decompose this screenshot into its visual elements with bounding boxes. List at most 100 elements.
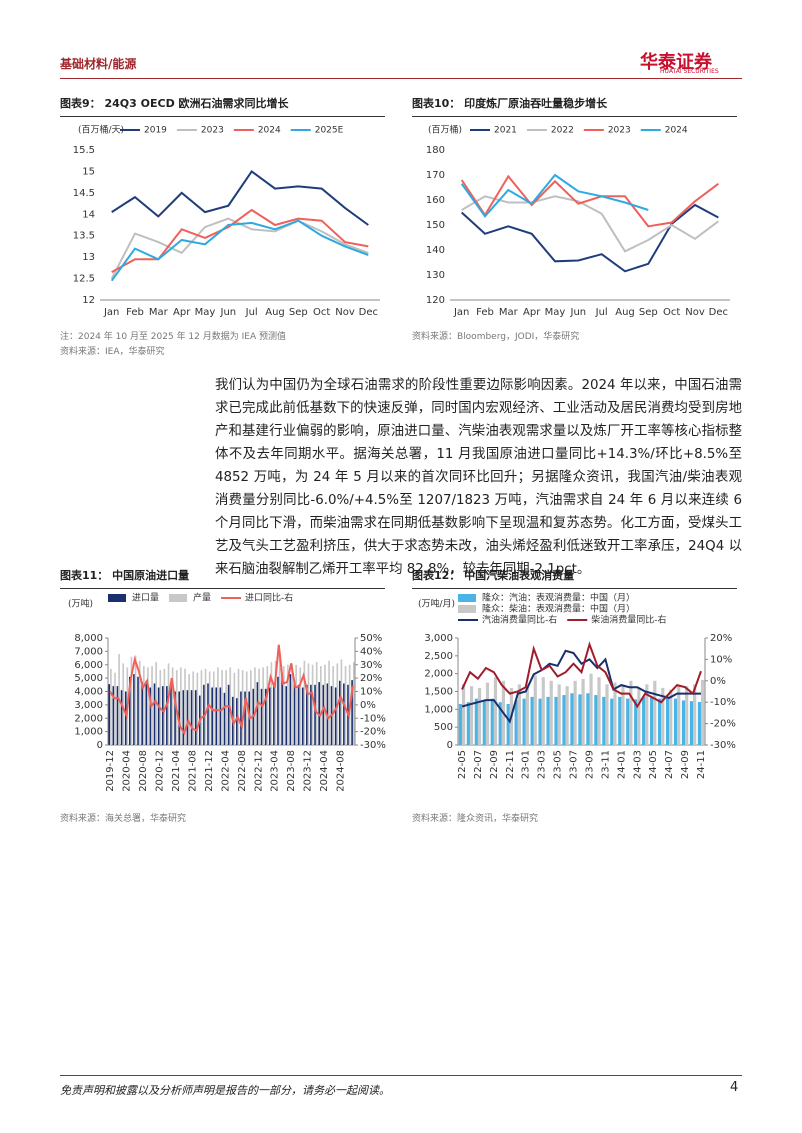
- legend-swatch: [108, 594, 126, 602]
- x-tick-label: 23-11: [600, 750, 611, 779]
- legend-label: 2019: [144, 126, 167, 136]
- bar: [130, 656, 133, 745]
- y-unit: (万吨): [68, 598, 93, 610]
- bar: [219, 687, 222, 745]
- y-tick-label: 13: [82, 252, 95, 263]
- y2-tick-label: -20%: [360, 727, 386, 738]
- x-tick-label: 24-09: [680, 750, 691, 779]
- bar: [194, 690, 197, 745]
- bar: [212, 671, 215, 745]
- bar: [589, 673, 593, 745]
- bar: [311, 664, 314, 745]
- bar: [182, 690, 185, 745]
- x-tick-label: May: [545, 307, 566, 318]
- x-tick-label: Feb: [476, 307, 494, 318]
- x-tick-label: 22-09: [489, 750, 500, 779]
- bar: [204, 668, 207, 745]
- bar: [618, 696, 622, 745]
- legend-label: 2023: [608, 126, 631, 136]
- bar: [554, 696, 558, 745]
- fig-name: 中国汽柴油表观消费量: [464, 569, 575, 582]
- bar: [562, 695, 566, 745]
- bar: [324, 664, 326, 745]
- note: 资料来源：隆众资讯，华泰研究: [412, 814, 539, 824]
- x-tick-label: 2021-08: [187, 750, 198, 792]
- y-unit: (百万桶/天): [78, 124, 124, 136]
- bar: [458, 703, 462, 745]
- bar: [602, 696, 606, 745]
- x-tick-label: Aug: [615, 307, 635, 318]
- x-tick-label: Feb: [126, 307, 144, 318]
- bar: [314, 684, 316, 745]
- line: [111, 169, 369, 226]
- x-tick-label: 24-01: [616, 750, 627, 779]
- bar: [167, 663, 170, 745]
- line: [111, 208, 369, 273]
- line: [461, 195, 719, 253]
- bar: [170, 682, 172, 745]
- bar: [338, 680, 341, 745]
- x-tick-label: Jun: [570, 307, 587, 318]
- x-tick-label: Jan: [453, 307, 469, 318]
- bar: [328, 660, 330, 745]
- bar: [530, 696, 534, 745]
- bar: [525, 684, 529, 745]
- y-tick-label: 12.5: [73, 274, 95, 285]
- bar: [250, 670, 252, 745]
- bar: [245, 671, 248, 745]
- y-tick-label: 14: [82, 209, 95, 220]
- bar: [281, 674, 283, 745]
- bar: [352, 662, 355, 745]
- y-tick-label: 3,000: [424, 633, 453, 644]
- x-tick-label: 2022-12: [253, 750, 264, 792]
- bar: [315, 662, 318, 745]
- bar: [343, 683, 345, 745]
- bar: [137, 676, 139, 745]
- bar: [573, 680, 577, 745]
- bar: [642, 696, 646, 745]
- disclaimer: 免责声明和披露以及分析师声明是报告的一部分，请务必一起阅读。: [60, 1084, 390, 1097]
- x-tick-label: Sep: [289, 307, 308, 318]
- bar: [482, 700, 486, 745]
- bar: [149, 687, 152, 745]
- bar: [108, 684, 111, 745]
- fig-label: 图表12：: [412, 569, 461, 582]
- notes: 资料来源：Bloomberg，JODI，华泰研究: [412, 330, 742, 345]
- bar: [289, 674, 292, 745]
- bar: [653, 680, 657, 745]
- bar: [474, 698, 478, 745]
- paragraph: 我们认为中国仍为全球石油需求的阶段性重要边际影响因素。2024 年以来，中国石油…: [215, 378, 742, 577]
- y2-tick-label: 20%: [360, 673, 382, 684]
- x-tick-label: 22-05: [457, 750, 468, 779]
- bar: [605, 684, 609, 745]
- bar: [174, 691, 176, 745]
- line: [461, 641, 702, 709]
- bar: [514, 700, 518, 745]
- note: 资料来源：海关总署，华泰研究: [60, 814, 187, 824]
- logo-en: HUATAI SECURITIES: [660, 68, 719, 75]
- x-tick-label: 2021-12: [204, 750, 215, 792]
- x-tick-label: 2020-08: [138, 750, 149, 792]
- bar: [297, 684, 300, 745]
- bar: [485, 682, 490, 745]
- y-tick-label: 5,000: [74, 673, 103, 684]
- bar: [215, 687, 218, 745]
- x-tick-label: Jan: [103, 307, 119, 318]
- legend-label: 2024: [258, 126, 281, 136]
- bar: [621, 684, 625, 745]
- bar: [142, 666, 145, 745]
- bar: [186, 690, 189, 745]
- legend-label: 进口同比-右: [245, 592, 293, 604]
- bar: [629, 680, 633, 745]
- bar: [466, 702, 470, 745]
- legend-swatch: [458, 605, 476, 613]
- y2-tick-label: -30%: [360, 740, 386, 751]
- note: 注：2024 年 10 月至 2025 年 12 月数据为 IEA 预测值: [60, 332, 286, 342]
- bar: [273, 686, 275, 745]
- fig-label: 图表11：: [60, 569, 109, 582]
- bar: [306, 684, 308, 745]
- y2-tick-label: 10%: [360, 687, 382, 698]
- y-unit: (万吨/月): [418, 598, 455, 610]
- bar: [114, 672, 116, 745]
- notes: 资料来源：海关总署，华泰研究: [60, 812, 390, 827]
